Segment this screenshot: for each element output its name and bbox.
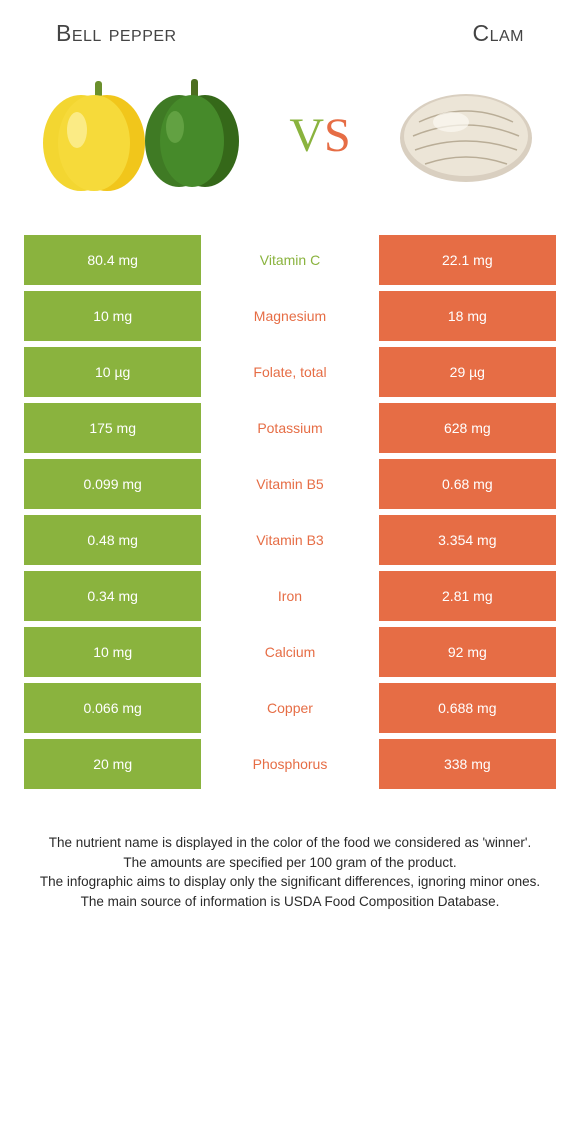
left-value: 80.4 mg — [24, 235, 201, 285]
right-value: 0.68 mg — [379, 459, 556, 509]
left-value: 0.48 mg — [24, 515, 201, 565]
nutrient-table: 80.4 mgVitamin C22.1 mg10 mgMagnesium18 … — [24, 235, 556, 789]
footer-line: The infographic aims to display only the… — [28, 872, 552, 892]
header-title-right: Clam — [472, 20, 524, 47]
left-value: 10 mg — [24, 627, 201, 677]
clam-image — [386, 75, 546, 195]
left-value: 0.099 mg — [24, 459, 201, 509]
right-value: 338 mg — [379, 739, 556, 789]
left-value: 175 mg — [24, 403, 201, 453]
left-value: 20 mg — [24, 739, 201, 789]
infographic-container: Bell pepper Clam — [0, 0, 580, 931]
right-value: 29 µg — [379, 347, 556, 397]
nutrient-row: 20 mgPhosphorus338 mg — [24, 739, 556, 789]
nutrient-name: Potassium — [201, 403, 378, 453]
nutrient-row: 175 mgPotassium628 mg — [24, 403, 556, 453]
right-value: 22.1 mg — [379, 235, 556, 285]
nutrient-name: Calcium — [201, 627, 378, 677]
right-value: 628 mg — [379, 403, 556, 453]
right-value: 2.81 mg — [379, 571, 556, 621]
nutrient-row: 80.4 mgVitamin C22.1 mg — [24, 235, 556, 285]
header-title-left: Bell pepper — [56, 20, 177, 47]
nutrient-name: Vitamin B3 — [201, 515, 378, 565]
footer-line: The main source of information is USDA F… — [28, 892, 552, 912]
nutrient-name: Magnesium — [201, 291, 378, 341]
bell-pepper-image — [34, 75, 254, 195]
nutrient-name: Copper — [201, 683, 378, 733]
right-value: 18 mg — [379, 291, 556, 341]
left-value: 0.066 mg — [24, 683, 201, 733]
vs-v: V — [289, 109, 324, 162]
nutrient-row: 10 µgFolate, total29 µg — [24, 347, 556, 397]
nutrient-row: 0.066 mgCopper0.688 mg — [24, 683, 556, 733]
footer-line: The nutrient name is displayed in the co… — [28, 833, 552, 853]
vs-label: VS — [289, 108, 350, 163]
right-value: 0.688 mg — [379, 683, 556, 733]
footer-line: The amounts are specified per 100 gram o… — [28, 853, 552, 873]
nutrient-name: Iron — [201, 571, 378, 621]
nutrient-row: 10 mgMagnesium18 mg — [24, 291, 556, 341]
nutrient-name: Phosphorus — [201, 739, 378, 789]
left-value: 10 mg — [24, 291, 201, 341]
nutrient-row: 10 mgCalcium92 mg — [24, 627, 556, 677]
right-value: 92 mg — [379, 627, 556, 677]
images-row: VS — [24, 75, 556, 195]
right-value: 3.354 mg — [379, 515, 556, 565]
nutrient-name: Vitamin C — [201, 235, 378, 285]
footer-notes: The nutrient name is displayed in the co… — [24, 833, 556, 911]
nutrient-name: Vitamin B5 — [201, 459, 378, 509]
nutrient-row: 0.34 mgIron2.81 mg — [24, 571, 556, 621]
left-value: 0.34 mg — [24, 571, 201, 621]
nutrient-name: Folate, total — [201, 347, 378, 397]
vs-s: S — [324, 109, 351, 162]
header: Bell pepper Clam — [24, 20, 556, 47]
left-value: 10 µg — [24, 347, 201, 397]
nutrient-row: 0.099 mgVitamin B50.68 mg — [24, 459, 556, 509]
nutrient-row: 0.48 mgVitamin B33.354 mg — [24, 515, 556, 565]
